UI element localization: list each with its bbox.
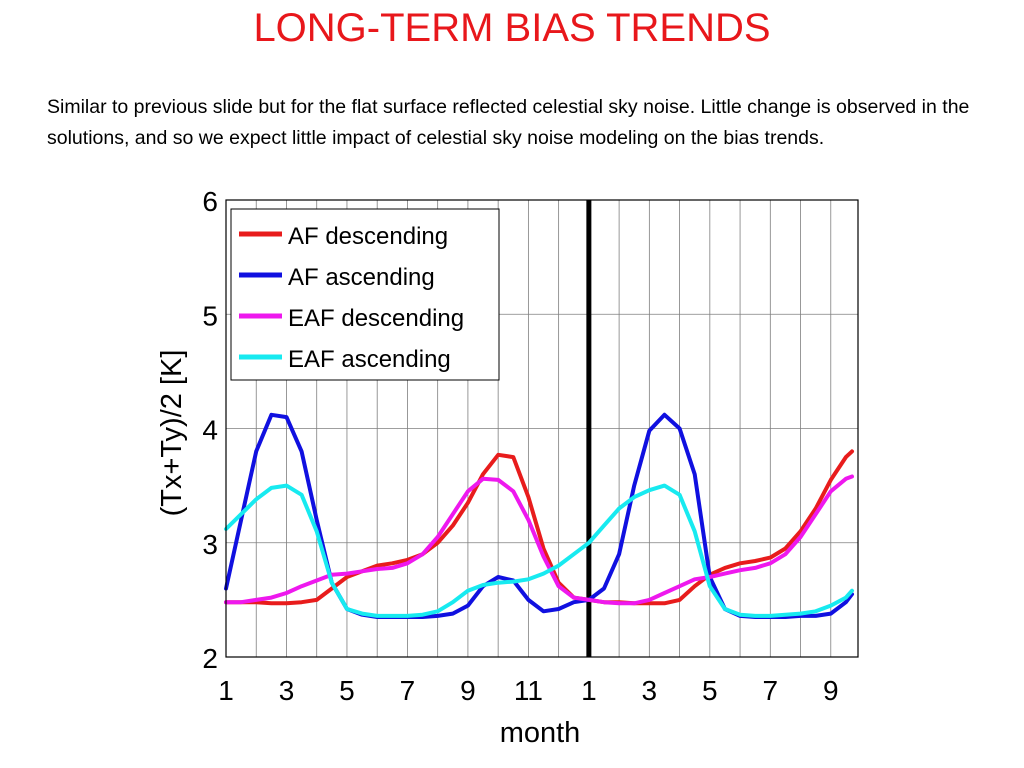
- x-tick-label: 11: [514, 675, 543, 706]
- x-tick-label: 7: [763, 675, 779, 706]
- y-tick-label: 6: [202, 186, 218, 217]
- y-tick-label: 4: [202, 415, 218, 446]
- legend-label: AF ascending: [288, 264, 435, 291]
- x-tick-label: 1: [581, 675, 597, 706]
- y-tick-label: 3: [202, 529, 218, 560]
- legend-box: [230, 208, 500, 381]
- legend-label: AF descending: [288, 223, 448, 250]
- plot-frame: [225, 199, 859, 658]
- x-tick-label: 9: [460, 675, 476, 706]
- legend-label: EAF descending: [288, 305, 464, 332]
- series-line-af-descending: [224, 449, 854, 606]
- y-tick-label: 5: [202, 300, 218, 331]
- x-tick-label: 5: [339, 675, 355, 706]
- x-tick-label: 3: [642, 675, 658, 706]
- slide-description: Similar to previous slide but for the fl…: [47, 96, 970, 149]
- x-tick-label: 1: [218, 675, 234, 706]
- x-tick-label: 7: [400, 675, 416, 706]
- x-axis-label: month: [500, 717, 581, 749]
- series-lines: [224, 412, 854, 619]
- x-tick-label: 3: [279, 675, 295, 706]
- series-line-eaf-descending: [224, 474, 854, 606]
- series-line-eaf-ascending: [224, 483, 854, 618]
- x-tick-label: 5: [702, 675, 718, 706]
- y-axis-label: (Tx+Ty)/2 [K]: [156, 350, 188, 517]
- y-tick-label: 2: [202, 643, 218, 674]
- legend-label: EAF ascending: [288, 346, 451, 373]
- x-tick-label: 9: [823, 675, 839, 706]
- slide-title: LONG-TERM BIAS TRENDS: [253, 6, 771, 50]
- legend: AF descending AF ascending EAF descending E…: [230, 208, 500, 381]
